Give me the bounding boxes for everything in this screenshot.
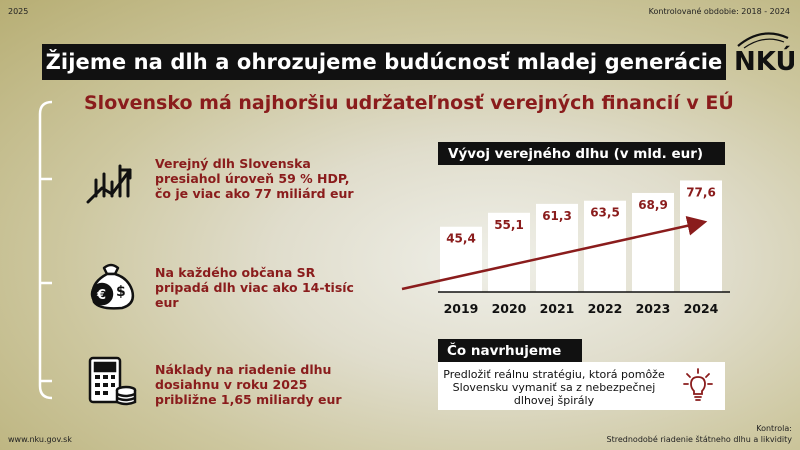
calculator-coins-icon <box>88 356 137 406</box>
bar-value-label: 68,9 <box>638 198 668 212</box>
category-label: 2024 <box>684 301 719 316</box>
headline: Žijeme na dlh a ohrozujeme budúcnosť mla… <box>42 44 726 80</box>
nku-logo: NKÚ <box>734 32 794 77</box>
fact-debt-management-cost: Náklady na riadenie dlhu dosiahnu v roku… <box>155 362 342 407</box>
svg-text:$: $ <box>116 284 126 300</box>
category-label: 2019 <box>444 301 479 316</box>
category-label: 2021 <box>540 301 575 316</box>
bar-2021 <box>536 203 578 292</box>
fact-debt-per-citizen: Na každého občana SR pripadá dlh viac ak… <box>155 265 354 310</box>
bar-2023 <box>632 192 674 292</box>
proposal-text: Predložiť reálnu stratégiu, ktorá pomôže… <box>443 368 665 407</box>
audit-label: Kontrola: <box>756 424 792 433</box>
chart-title: Vývoj verejného dlhu (v mld. eur) <box>438 142 725 165</box>
bar-value-label: 55,1 <box>494 218 524 232</box>
proposal-box: Predložiť reálnu stratégiu, ktorá pomôže… <box>438 362 725 410</box>
audit-reference: Kontrola: Strednodobé riadenie štátneho … <box>607 423 792 445</box>
bar-value-label: 61,3 <box>542 209 572 223</box>
bar-value-label: 77,6 <box>686 185 716 199</box>
category-label: 2022 <box>588 301 623 316</box>
logo-text: NKÚ <box>734 45 794 77</box>
bar-value-label: 63,5 <box>590 206 620 220</box>
trend-arrow <box>401 215 708 291</box>
money-bag-icon: € $ <box>90 263 135 310</box>
proposal-title: Čo navrhujeme <box>438 339 582 362</box>
rising-chart-icon <box>86 164 132 204</box>
fact-debt-level: Verejný dlh Slovenska presiahol úroveň 5… <box>155 156 354 201</box>
bar-value-label: 45,4 <box>446 232 476 246</box>
audit-name: Strednodobé riadenie štátneho dlhu a lik… <box>606 435 792 444</box>
subheadline: Slovensko má najhoršiu udržateľnosť vere… <box>84 92 734 114</box>
year-tag: 2025 <box>8 7 29 16</box>
bar-2020 <box>488 212 530 292</box>
audit-period: Kontrolované obdobie: 2018 - 2024 <box>648 7 790 16</box>
category-label: 2020 <box>492 301 527 316</box>
debt-bar-chart: 45,4 55,1 61,3 63,5 68,9 77,6 2019 2020 2021 202… <box>401 180 730 316</box>
bar-2024 <box>680 180 722 292</box>
svg-text:€: € <box>96 288 106 303</box>
category-label: 2023 <box>636 301 671 316</box>
website-link[interactable]: www.nku.gov.sk <box>8 435 72 444</box>
left-bracket-line <box>38 100 53 400</box>
bar-2019 <box>440 226 482 292</box>
lightbulb-icon <box>683 368 713 401</box>
